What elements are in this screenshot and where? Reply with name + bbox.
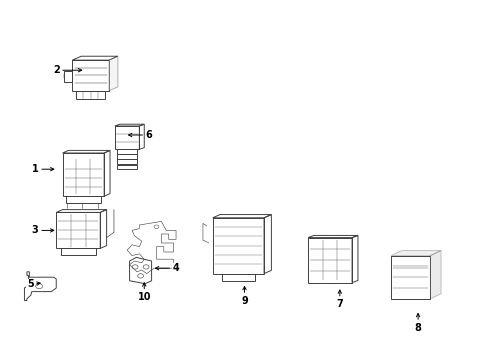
Polygon shape	[390, 251, 440, 256]
Polygon shape	[429, 251, 440, 299]
Text: 7: 7	[336, 290, 343, 309]
Text: 3: 3	[32, 225, 54, 235]
Text: 1: 1	[32, 164, 54, 174]
Text: 9: 9	[241, 287, 247, 306]
Text: 6: 6	[128, 130, 152, 140]
Text: 10: 10	[137, 283, 151, 302]
Text: 4: 4	[155, 263, 179, 273]
Text: 8: 8	[414, 314, 421, 333]
Polygon shape	[109, 56, 118, 91]
Text: 2: 2	[53, 65, 81, 75]
Text: 5: 5	[27, 279, 40, 289]
